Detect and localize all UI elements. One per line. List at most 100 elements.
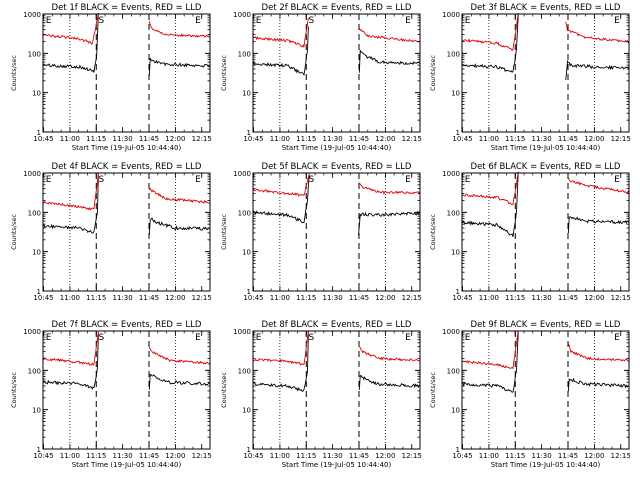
x-tick-label: 11:45 [139,135,159,143]
y-axis-label: Counts/sec [429,372,437,408]
x-tick-label: 11:30 [113,452,133,460]
y-tick-label: 100 [28,50,41,58]
x-axis-label: Start Time (19-Jul-05 10:44:40) [72,144,182,152]
plot-frame [252,172,421,292]
interval-annotation: E [405,175,411,185]
x-tick-label: 11:30 [532,135,552,143]
x-tick-label: 11:15 [86,135,106,143]
x-tick-label: 11:45 [139,452,159,460]
x-tick-label: 11:15 [296,452,316,460]
detector-panel-1: Det 1f BLACK = Events, RED = LLD 1 10 100 10… [10,3,212,152]
interval-annotation: E [195,333,201,343]
interval-annotation: S [98,333,104,343]
x-tick-label: 10:45 [452,135,472,143]
interval-annotation: E [256,333,262,343]
x-tick-label: 11:45 [558,452,578,460]
lld-series-line [252,17,421,48]
y-tick-label: 10 [32,249,41,257]
x-tick-label: 11:00 [270,452,290,460]
detector-panel-2: Det 2f BLACK = Events, RED = LLD 1 10 100 10… [220,3,422,152]
y-tick-label: 10 [451,407,460,415]
interval-annotation: E [465,16,471,26]
panel-title: Det 6f BLACK = Events, RED = LLD [471,162,621,172]
interval-annotation: E [614,333,620,343]
events-series-line [252,174,421,236]
x-tick-label: 11:30 [532,452,552,460]
y-tick-label: 1000 [23,328,41,336]
x-tick-label: 12:00 [584,452,604,460]
events-series-line [42,332,211,390]
y-axis-label: Counts/sec [10,214,18,250]
y-tick-label: 1 [456,288,460,296]
x-tick-label: 11:45 [349,294,369,302]
x-tick-label: 11:00 [479,135,499,143]
y-tick-label: 1 [456,446,460,454]
panel-title: Det 1f BLACK = Events, RED = LLD [52,3,202,13]
x-tick-label: 11:15 [505,452,525,460]
lld-series-line [461,171,630,206]
panel-title: Det 3f BLACK = Events, RED = LLD [471,3,621,13]
x-tick-label: 11:15 [86,452,106,460]
interval-annotation: S [98,16,104,26]
x-tick-label: 12:00 [165,294,185,302]
y-tick-label: 100 [447,209,460,217]
y-axis-label: Counts/sec [220,214,228,250]
y-tick-label: 1000 [233,170,251,178]
panel-title: Det 2f BLACK = Events, RED = LLD [262,3,412,13]
x-tick-label: 10:45 [243,135,263,143]
y-tick-label: 10 [242,90,251,98]
y-tick-label: 10 [242,407,251,415]
x-axis-label: Start Time (19-Jul-05 10:44:40) [491,144,601,152]
x-tick-label: 12:00 [375,294,395,302]
x-tick-label: 12:15 [402,294,422,302]
x-tick-label: 11:15 [296,135,316,143]
y-tick-label: 10 [242,249,251,257]
y-tick-label: 1000 [442,328,460,336]
y-tick-label: 1 [37,129,41,137]
interval-annotation: E [256,16,262,26]
y-axis-label: Counts/sec [429,55,437,91]
x-tick-label: 11:00 [60,135,80,143]
panel-title: Det 7f BLACK = Events, RED = LLD [52,320,202,330]
y-axis-label: Counts/sec [10,372,18,408]
detector-panel-4: Det 4f BLACK = Events, RED = LLD 1 10 100 10… [10,162,212,302]
plot-frame [252,13,421,133]
y-tick-label: 1 [37,446,41,454]
lld-series-line [42,172,211,211]
interval-annotation: S [308,16,314,26]
lld-series-line [461,330,630,370]
lld-series-line [42,12,211,45]
events-series-line [252,26,421,76]
interval-annotation: E [405,16,411,26]
interval-annotation: E [46,175,52,185]
lld-series-line [252,330,421,366]
y-tick-label: 100 [447,50,460,58]
x-tick-label: 11:30 [323,452,343,460]
x-tick-label: 11:45 [349,135,369,143]
x-tick-label: 11:00 [479,294,499,302]
x-tick-label: 11:00 [479,452,499,460]
plot-frame [42,13,211,133]
x-tick-label: 11:00 [60,452,80,460]
interval-annotation: E [614,175,620,185]
y-tick-label: 100 [238,367,251,375]
panel-title: Det 8f BLACK = Events, RED = LLD [262,320,412,330]
x-tick-label: 12:00 [165,452,185,460]
x-tick-label: 11:15 [86,294,106,302]
interval-annotation: E [465,333,471,343]
interval-annotation: E [46,333,52,343]
x-tick-label: 11:00 [270,135,290,143]
y-tick-label: 1 [247,288,251,296]
x-tick-label: 10:45 [33,135,53,143]
detector-panel-3: Det 3f BLACK = Events, RED = LLD 1 10 100 10… [429,3,631,152]
lld-series-line [252,173,421,197]
x-tick-label: 11:00 [270,294,290,302]
x-tick-label: 11:15 [296,294,316,302]
x-tick-label: 11:00 [60,294,80,302]
y-tick-label: 10 [451,90,460,98]
x-tick-label: 11:30 [113,135,133,143]
y-tick-label: 100 [238,209,251,217]
detector-panel-8: Det 8f BLACK = Events, RED = LLD 1 10 100 10… [220,320,422,469]
